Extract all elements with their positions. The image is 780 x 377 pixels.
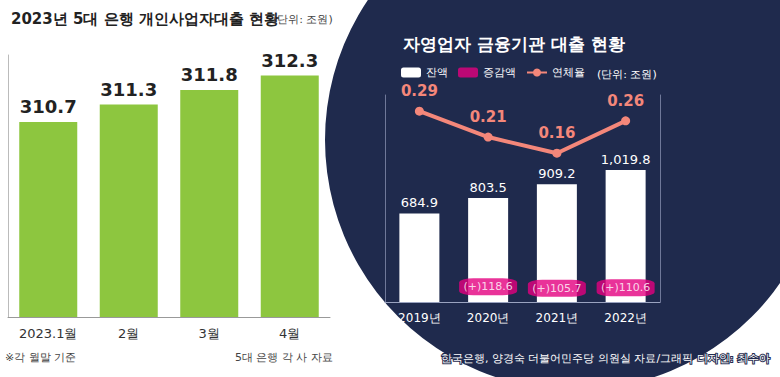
svg-text:(단위: 조원): (단위: 조원) <box>597 68 657 81</box>
svg-text:4월: 4월 <box>279 326 300 341</box>
svg-text:312.3: 312.3 <box>261 50 318 71</box>
svg-text:연체율: 연체율 <box>552 66 585 79</box>
svg-text:803.5: 803.5 <box>470 180 507 195</box>
svg-text:자영업자 금융기관 대출 현황: 자영업자 금융기관 대출 현황 <box>403 34 625 54</box>
svg-text:0.16: 0.16 <box>538 124 575 142</box>
svg-text:0.29: 0.29 <box>401 82 438 100</box>
svg-text:3월: 3월 <box>199 326 220 341</box>
svg-text:2023.1월: 2023.1월 <box>19 326 78 341</box>
svg-text:한국은행, 양경숙 더불어민주당 의원실 자료/그래픽 디자: 한국은행, 양경숙 더불어민주당 의원실 자료/그래픽 디자인: 최수아 <box>441 352 770 365</box>
svg-text:5대 은행 각 사 자료: 5대 은행 각 사 자료 <box>235 351 333 364</box>
svg-text:(+)118.6: (+)118.6 <box>463 280 512 293</box>
svg-text:잔액: 잔액 <box>426 66 448 79</box>
svg-text:311.8: 311.8 <box>181 64 238 85</box>
svg-text:2월: 2월 <box>118 326 139 341</box>
svg-text:2023년 5대 은행 개인사업자대출 현황: 2023년 5대 은행 개인사업자대출 현황 <box>11 10 279 28</box>
svg-text:(단위: 조원): (단위: 조원) <box>273 13 333 26</box>
svg-text:2021년: 2021년 <box>536 311 579 325</box>
svg-text:909.2: 909.2 <box>538 166 575 181</box>
svg-text:(+)110.6: (+)110.6 <box>601 281 650 294</box>
svg-text:2019년: 2019년 <box>398 311 441 325</box>
svg-text:684.9: 684.9 <box>401 195 438 210</box>
svg-text:2020년: 2020년 <box>467 311 510 325</box>
svg-text:310.7: 310.7 <box>20 96 77 117</box>
svg-text:1,019.8: 1,019.8 <box>601 152 651 167</box>
svg-text:(+)105.7: (+)105.7 <box>532 282 581 295</box>
svg-text:0.26: 0.26 <box>607 92 644 110</box>
svg-text:311.3: 311.3 <box>100 79 157 100</box>
svg-text:0.21: 0.21 <box>470 108 507 126</box>
svg-text:증감액: 증감액 <box>483 66 516 79</box>
svg-text:2022년: 2022년 <box>604 311 647 325</box>
svg-text:※각 월말 기준: ※각 월말 기준 <box>5 351 76 364</box>
